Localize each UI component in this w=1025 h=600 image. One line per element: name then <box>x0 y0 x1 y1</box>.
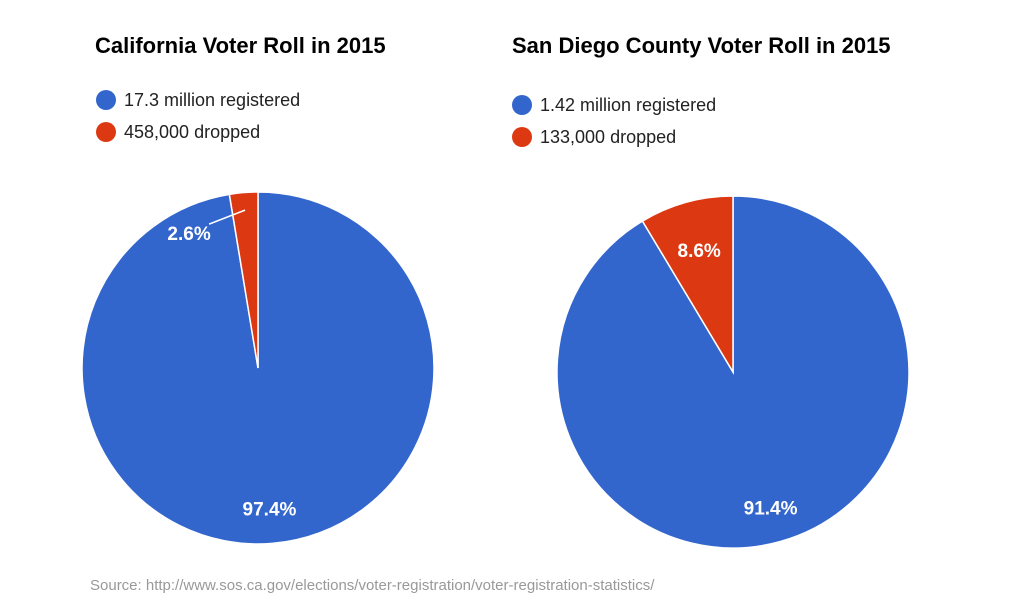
legend-label: 458,000 dropped <box>124 122 260 142</box>
chart-title: San Diego County Voter Roll in 2015 <box>512 33 891 58</box>
pie-slice <box>641 195 734 375</box>
legend-label: 133,000 dropped <box>540 127 676 147</box>
legend-marker <box>512 127 532 147</box>
pie-slice <box>228 191 259 369</box>
legend-marker <box>512 95 532 115</box>
slice-label: 97.4% <box>243 499 297 520</box>
slice-label: 2.6% <box>167 224 210 245</box>
slice-label: 8.6% <box>678 241 721 262</box>
label-leader-line <box>208 209 246 225</box>
chart-title: California Voter Roll in 2015 <box>95 33 386 58</box>
legend-label: 17.3 million registered <box>124 90 300 110</box>
legend-marker <box>96 90 116 110</box>
legend-marker <box>96 122 116 142</box>
source-text: Source: http://www.sos.ca.gov/elections/… <box>90 577 655 594</box>
legend-label: 1.42 million registered <box>540 95 716 115</box>
slice-label: 91.4% <box>744 499 798 520</box>
